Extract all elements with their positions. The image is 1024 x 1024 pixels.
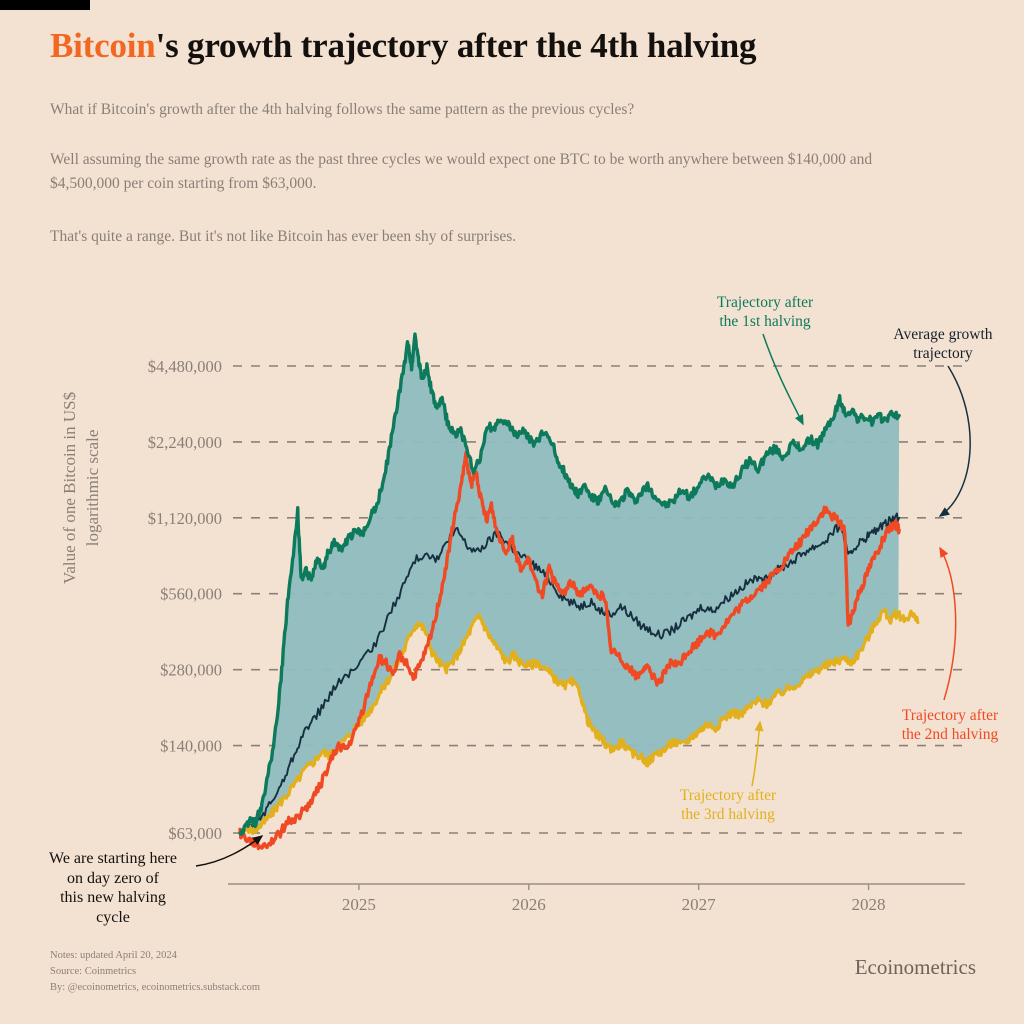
annotation-average-growth-l2: trajectory <box>913 345 973 363</box>
y-tick-label: $280,000 <box>160 661 222 680</box>
title-rest: 's growth trajectory after the 4th halvi… <box>155 26 757 65</box>
annotation-leaders <box>195 333 971 867</box>
annotation-day-zero-l2: on day zero of <box>67 869 159 887</box>
y-tick-label: $1,120,000 <box>148 509 222 528</box>
annotation-day-zero: We are starting here on day zero of this… <box>18 849 208 927</box>
page-title: Bitcoin's growth trajectory after the 4t… <box>50 26 757 66</box>
subtitle-line-2: Well assuming the same growth rate as th… <box>50 151 873 193</box>
footer-notes-updated: Notes: updated April 20, 2024 <box>50 950 177 961</box>
annotation-day-zero-l4: cycle <box>96 908 130 926</box>
annotation-first-halving: Trajectory after the 1st halving <box>690 293 840 332</box>
footer-author: By: @ecoinometrics, ecoinometrics.substa… <box>50 981 260 993</box>
annotation-third-halving-l2: the 3rd halving <box>681 806 775 824</box>
annotation-third-halving-l1: Trajectory after <box>679 787 777 804</box>
annotation-day-zero-l3: this new halving <box>60 889 166 907</box>
annotation-second-halving: Trajectory after the 2nd halving <box>876 706 1024 745</box>
annotation-day-zero-l1: We are starting here <box>49 850 177 867</box>
annotation-leader <box>938 365 971 517</box>
annotation-leader <box>195 835 264 867</box>
annotation-average-growth: Average growth trajectory <box>868 325 1018 364</box>
series-line-r <box>238 451 901 851</box>
top-accent-bar <box>0 0 90 10</box>
y-tick-label: $63,000 <box>168 824 222 843</box>
x-tick-label: 2028 <box>852 895 886 914</box>
y-tick-label: $2,240,000 <box>148 433 222 452</box>
x-tick-label: 2025 <box>342 895 376 914</box>
subtitle-line-1: What if Bitcoin's growth after the 4th h… <box>50 101 635 118</box>
footer-notes: Notes: updated April 20, 2024 Source: Co… <box>50 948 260 995</box>
x-tick-labels: 2025 2026 2027 2028 <box>342 884 886 914</box>
y-tick-label: $560,000 <box>160 585 222 604</box>
subtitle-line-3: That's quite a range. But it's not like … <box>50 228 517 245</box>
x-tick-label: 2027 <box>682 895 717 914</box>
footer-source: Source: Coinmetrics <box>50 965 137 977</box>
annotation-first-halving-l2: the 1st halving <box>719 313 811 331</box>
annotation-second-halving-l1: Trajectory after <box>901 707 999 724</box>
x-tick-label: 2026 <box>512 895 546 914</box>
annotation-average-growth-l1: Average growth <box>893 326 993 343</box>
y-tick-labels: $4,480,000 $2,240,000 $1,120,000 $560,000 $2… <box>148 357 222 843</box>
annotation-first-halving-l1: Trajectory after <box>716 294 814 311</box>
y-tick-label: $4,480,000 <box>148 357 222 376</box>
y-tick-label: $140,000 <box>160 737 222 756</box>
annotation-leader <box>762 333 804 426</box>
series-line-g <box>238 332 901 836</box>
series-line-n <box>239 512 901 839</box>
annotation-second-halving-l2: the 2nd halving <box>901 726 999 744</box>
brand-wordmark: Ecoinometrics <box>854 955 976 979</box>
annotation-leader <box>939 546 957 701</box>
annotation-third-halving: Trajectory after the 3rd halving <box>650 786 806 825</box>
title-accent-word: Bitcoin <box>50 26 156 65</box>
annotation-leader <box>751 720 764 787</box>
